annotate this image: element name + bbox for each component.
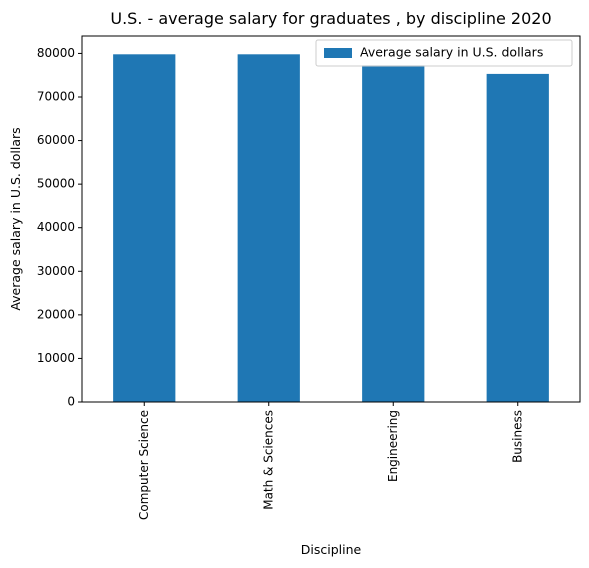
bar-engineering [362, 65, 425, 402]
plot-area-frame [81, 35, 581, 403]
bars-group [113, 54, 549, 403]
x-tick-label: Math & Sciences [261, 410, 275, 510]
x-tick-label: Engineering [386, 410, 400, 482]
y-tick-label: 0 [67, 395, 75, 409]
legend-box [315, 39, 573, 67]
x-axis: Computer Science Math & Sciences Engineeri… [137, 402, 524, 520]
x-axis-label: Discipline [301, 542, 362, 557]
x-tick-label: Business [510, 410, 524, 463]
chart-title: U.S. - average salary for graduates , by… [110, 9, 551, 28]
x-tick-label: Computer Science [137, 410, 151, 520]
bar-math-sciences [237, 54, 300, 403]
legend-swatch [324, 48, 352, 58]
y-tick-label: 20000 [37, 307, 75, 321]
y-tick-label: 30000 [37, 264, 75, 278]
bar-computer-science [113, 54, 176, 403]
y-tick-label: 40000 [37, 220, 75, 234]
y-axis: 0 10000 20000 30000 40000 50000 60000 70000 8000… [37, 46, 82, 409]
bar-business [486, 73, 549, 403]
y-tick-label: 50000 [37, 177, 75, 191]
y-tick-label: 70000 [37, 90, 75, 104]
y-axis-label: Average salary in U.S. dollars [8, 127, 23, 310]
y-tick-label: 60000 [37, 133, 75, 147]
y-tick-label: 80000 [37, 46, 75, 60]
legend-label: Average salary in U.S. dollars [360, 45, 543, 60]
y-tick-label: 10000 [37, 351, 75, 365]
legend: Average salary in U.S. dollars [315, 39, 573, 67]
